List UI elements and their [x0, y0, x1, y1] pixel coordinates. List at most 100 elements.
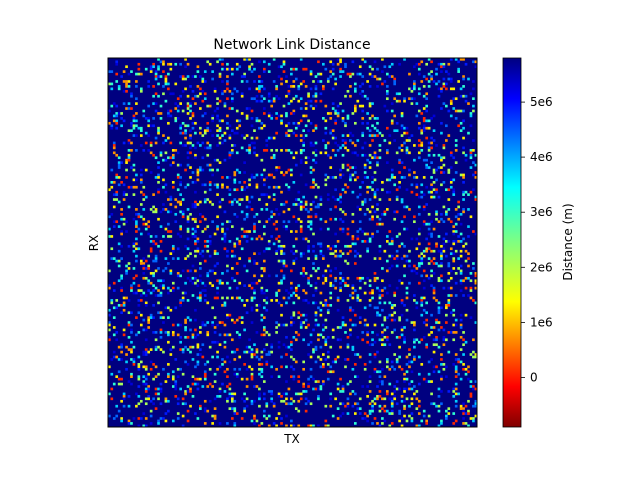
heatmap-cell [331, 134, 335, 137]
heatmap-cell [194, 249, 197, 253]
heatmap-cell [238, 240, 242, 243]
heatmap-cell [469, 380, 473, 383]
heatmap-cell [265, 176, 269, 179]
heatmap-cell [260, 173, 264, 177]
heatmap-cell [454, 365, 458, 369]
heatmap-cell [221, 363, 224, 366]
heatmap-cell [139, 203, 143, 206]
heatmap-cell [417, 382, 421, 386]
heatmap-cell [422, 308, 426, 312]
heatmap-cell [117, 183, 121, 187]
heatmap-cell [452, 422, 456, 425]
heatmap-cell [378, 244, 382, 248]
heatmap-cell [287, 134, 291, 137]
heatmap-cell [383, 286, 387, 290]
heatmap-cell [341, 119, 345, 123]
heatmap-cell [231, 249, 234, 253]
heatmap-cell [344, 183, 347, 187]
heatmap-cell [174, 385, 178, 388]
heatmap-cell [181, 269, 185, 273]
heatmap-cell [206, 126, 210, 130]
heatmap-cell [120, 417, 123, 420]
heatmap-cell [354, 375, 357, 378]
heatmap-cell [179, 227, 182, 231]
heatmap-cell [137, 212, 141, 216]
heatmap-cell [326, 141, 330, 145]
heatmap-cell [344, 365, 347, 369]
heatmap-cell [319, 203, 323, 206]
heatmap-cell [371, 114, 374, 118]
heatmap-cell [250, 308, 254, 312]
heatmap-cell [437, 321, 441, 324]
heatmap-cell [176, 286, 180, 290]
heatmap-cell [469, 124, 473, 128]
heatmap-cell [147, 372, 151, 376]
heatmap-cell [368, 134, 372, 137]
heatmap-cell [218, 200, 222, 204]
heatmap-cell [393, 77, 397, 81]
heatmap-cell [203, 70, 207, 73]
heatmap-cell [449, 151, 453, 155]
heatmap-cell [120, 75, 123, 78]
heatmap-cell [324, 220, 328, 224]
heatmap-cell [139, 313, 143, 317]
heatmap-cell [417, 205, 421, 209]
heatmap-cell [159, 151, 163, 155]
heatmap-cell [258, 220, 261, 224]
heatmap-cell [186, 269, 190, 273]
heatmap-cell [191, 395, 195, 398]
heatmap-cell [449, 80, 453, 83]
heatmap-cell [196, 387, 200, 391]
heatmap-cell [122, 397, 126, 401]
heatmap-cell [216, 286, 219, 290]
heatmap-cell [390, 318, 394, 322]
heatmap-cell [203, 217, 207, 221]
heatmap-cell [462, 210, 465, 214]
heatmap-cell [196, 363, 200, 366]
heatmap-cell [339, 390, 342, 393]
heatmap-cell [449, 181, 453, 184]
heatmap-cell [221, 185, 224, 189]
heatmap-cell [410, 417, 414, 420]
heatmap-cell [354, 402, 357, 406]
heatmap-cell [447, 264, 451, 268]
heatmap-cell [464, 372, 468, 376]
heatmap-cell [191, 235, 195, 238]
heatmap-cell [157, 67, 160, 71]
heatmap-cell [120, 419, 123, 423]
heatmap-cell [376, 203, 379, 206]
heatmap-cell [235, 168, 239, 172]
heatmap-cell [179, 126, 182, 130]
heatmap-cell [464, 249, 468, 253]
heatmap-cell [238, 203, 242, 206]
heatmap-cell [371, 338, 374, 342]
heatmap-cell [181, 77, 185, 81]
heatmap-cell [139, 294, 143, 297]
heatmap-cell [304, 203, 308, 206]
heatmap-cell [157, 345, 160, 349]
heatmap-cell [302, 80, 305, 83]
heatmap-cell [344, 323, 347, 327]
heatmap-cell [415, 301, 419, 305]
heatmap-cell [454, 161, 458, 164]
heatmap-cell [152, 304, 155, 307]
heatmap-cell [167, 210, 170, 214]
heatmap-cell [167, 363, 170, 366]
heatmap-cell [297, 85, 301, 88]
heatmap-cell [449, 58, 453, 61]
heatmap-cell [462, 58, 465, 61]
heatmap-cell [415, 424, 419, 428]
heatmap-cell [149, 414, 153, 418]
heatmap-cell [231, 97, 234, 101]
heatmap-cell [422, 129, 426, 132]
heatmap-cell [285, 414, 288, 418]
heatmap-cell [400, 395, 404, 398]
heatmap-cell [277, 345, 281, 349]
heatmap-cell [262, 107, 266, 110]
heatmap-cell [388, 397, 392, 401]
heatmap-cell [184, 392, 187, 396]
heatmap-cell [233, 131, 237, 135]
heatmap-cell [122, 395, 126, 398]
heatmap-cell [174, 117, 178, 120]
heatmap-cell [381, 70, 384, 73]
